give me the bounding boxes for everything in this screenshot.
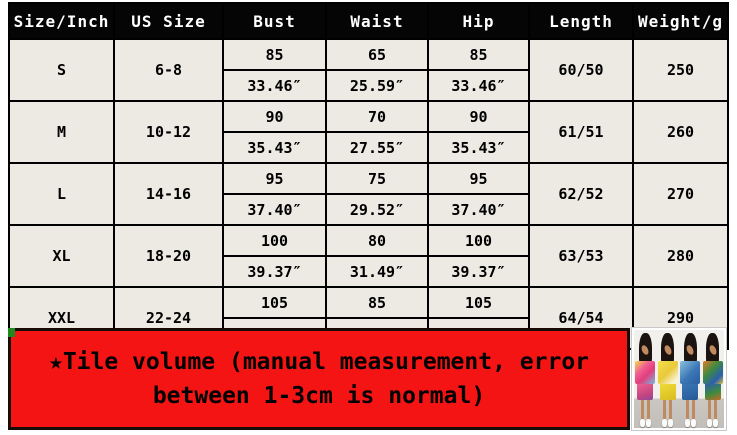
leg-shape (714, 399, 718, 421)
sneaker-shape (668, 419, 674, 428)
length-cell: 63/53 (528, 224, 634, 288)
us-size-cell: 14-16 (113, 162, 224, 226)
model-photo-pink (634, 330, 657, 428)
sneaker-shape (639, 419, 645, 428)
sneaker-shape (684, 419, 690, 428)
waist-cm-cell: 75 (325, 162, 429, 195)
bust-cm-cell: 95 (222, 162, 327, 195)
bust-cm-cell: 90 (222, 100, 327, 133)
column-header-weight: Weight/g (632, 2, 729, 40)
model-photo-yellow (657, 330, 680, 428)
size-cell: XL (8, 224, 115, 288)
length-cell: 60/50 (528, 38, 634, 102)
waist-inch-cell: 29.52″ (325, 193, 429, 226)
table-row-l-inch: 37.40″ 29.52″ 37.40″ (9, 193, 728, 226)
table-row-xl-inch: 39.37″ 31.49″ 39.37″ (9, 255, 728, 288)
measurement-note-banner: ★Tile volume (manual measurement, error … (8, 328, 630, 430)
column-header-size-inch: Size/Inch (8, 2, 115, 40)
bust-cm-cell: 105 (222, 286, 327, 319)
waist-cm-cell: 85 (325, 286, 429, 319)
bust-cm-cell: 85 (222, 38, 327, 71)
leg-shape (691, 399, 695, 421)
tiedye-shirt-shape (680, 361, 701, 384)
weight-cell: 260 (632, 100, 729, 164)
sneaker-shape (662, 419, 668, 428)
leg-shape (640, 399, 644, 421)
hip-cm-cell: 105 (427, 286, 530, 319)
hip-inch-cell: 39.37″ (427, 255, 530, 288)
sneaker-shape (713, 419, 719, 428)
waist-inch-cell: 27.55″ (325, 131, 429, 164)
hip-cm-cell: 85 (427, 38, 530, 71)
header-row: Size/Inch US Size Bust Waist Hip Length … (8, 2, 729, 40)
sneaker-shape (645, 419, 651, 428)
us-size-cell: 10-12 (113, 100, 224, 164)
bust-inch-cell: 35.43″ (222, 131, 327, 164)
length-cell: 62/52 (528, 162, 634, 226)
hip-inch-cell: 33.46″ (427, 69, 530, 102)
leg-shape (685, 399, 689, 421)
tiedye-shorts-shape (682, 383, 699, 400)
weight-cell: 270 (632, 162, 729, 226)
bust-cm-cell: 100 (222, 224, 327, 257)
bust-inch-cell: 33.46″ (222, 69, 327, 102)
hip-cm-cell: 95 (427, 162, 530, 195)
column-header-length: Length (528, 2, 634, 40)
tiedye-shorts-shape (637, 383, 654, 400)
us-size-cell: 18-20 (113, 224, 224, 288)
corner-artifact (8, 328, 15, 337)
weight-cell: 250 (632, 38, 729, 102)
column-header-bust: Bust (222, 2, 327, 40)
column-header-hip: Hip (427, 2, 530, 40)
tiedye-shorts-shape (659, 383, 676, 400)
weight-cell: 280 (632, 224, 729, 288)
product-photo (631, 327, 727, 431)
table-row-m-cm: M 10-12 90 70 90 61/51 260 (8, 100, 729, 164)
note-line-2: between 1-3cm is normal) (152, 383, 486, 409)
table-row-xxl-cm: XXL 22-24 105 85 105 64/54 290 (8, 286, 729, 350)
tiedye-shorts-shape (704, 383, 721, 400)
bust-inch-cell: 37.40″ (222, 193, 327, 226)
length-cell: 61/51 (528, 100, 634, 164)
leg-shape (708, 399, 712, 421)
tiedye-shirt-shape (702, 361, 723, 384)
table-row-s-cm: S 6-8 85 65 85 60/50 250 (8, 38, 729, 102)
waist-inch-cell: 25.59″ (325, 69, 429, 102)
hip-inch-cell: 35.43″ (427, 131, 530, 164)
photo-scene (634, 330, 724, 428)
us-size-cell: 6-8 (113, 38, 224, 102)
sneaker-shape (707, 419, 713, 428)
hip-cm-cell: 100 (427, 224, 530, 257)
tiedye-shirt-shape (657, 361, 678, 384)
size-cell: S (8, 38, 115, 102)
sneaker-shape (690, 419, 696, 428)
waist-cm-cell: 65 (325, 38, 429, 71)
note-line-1: ★Tile volume (manual measurement, error (48, 348, 590, 375)
table-row-l-cm: L 14-16 95 75 95 62/52 270 (8, 162, 729, 226)
waist-cm-cell: 70 (325, 100, 429, 133)
model-photo-blue (679, 330, 702, 428)
size-cell: L (8, 162, 115, 226)
waist-inch-cell: 31.49″ (325, 255, 429, 288)
waist-cm-cell: 80 (325, 224, 429, 257)
hip-inch-cell: 37.40″ (427, 193, 530, 226)
table-row-m-inch: 35.43″ 27.55″ 35.43″ (9, 131, 728, 164)
tiedye-shirt-shape (635, 361, 656, 384)
model-photo-multicolor (702, 330, 725, 428)
column-header-us-size: US Size (113, 2, 224, 40)
leg-shape (663, 399, 667, 421)
size-cell: M (8, 100, 115, 164)
table-row-xl-cm: XL 18-20 100 80 100 63/53 280 (8, 224, 729, 288)
bust-inch-cell: 39.37″ (222, 255, 327, 288)
table-row-s-inch: 33.46″ 25.59″ 33.46″ (9, 69, 728, 102)
size-chart-table: Size/Inch US Size Bust Waist Hip Length … (8, 2, 729, 350)
column-header-waist: Waist (325, 2, 429, 40)
leg-shape (646, 399, 650, 421)
leg-shape (669, 399, 673, 421)
hip-cm-cell: 90 (427, 100, 530, 133)
